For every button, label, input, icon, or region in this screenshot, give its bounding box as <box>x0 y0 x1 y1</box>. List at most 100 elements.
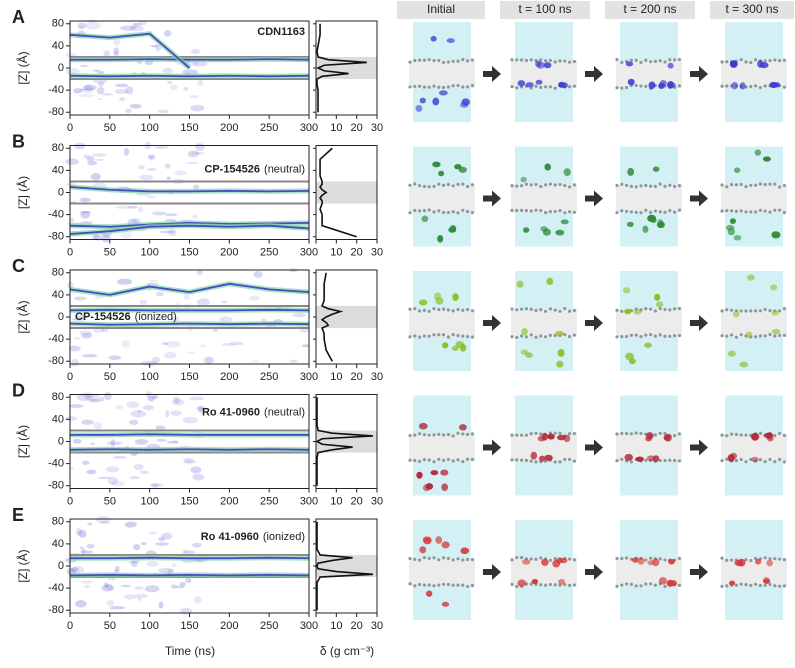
lipid-head <box>677 208 682 212</box>
arrow <box>690 66 708 82</box>
lipid-head <box>572 558 577 562</box>
lipid-head <box>754 84 758 88</box>
lipid-head <box>418 459 422 463</box>
molecule <box>435 296 444 305</box>
lipid-head <box>568 85 572 89</box>
density-cloud <box>164 163 171 169</box>
density-cloud <box>126 401 140 409</box>
lipid-head <box>510 558 514 562</box>
lipid-head <box>432 556 436 560</box>
lipid-head <box>408 556 412 561</box>
lipid-head <box>768 557 772 561</box>
density-cloud <box>109 606 126 610</box>
lipid-head <box>413 307 417 311</box>
x-tick-label: 300 <box>300 122 318 134</box>
density-tick-label: 10 <box>330 122 342 134</box>
lipid-head <box>451 184 455 188</box>
lipid-head <box>553 183 557 187</box>
lipid-head <box>782 211 787 215</box>
lipid-head <box>744 558 748 562</box>
y-tick-label: -40 <box>48 333 64 345</box>
molecule <box>625 61 634 67</box>
arrow <box>585 439 603 456</box>
lipid-head <box>739 209 743 213</box>
density-cloud <box>84 394 100 401</box>
lipid-head <box>773 208 777 212</box>
lipid-head <box>418 432 422 436</box>
lipid-head <box>446 582 450 587</box>
density-cloud <box>115 205 131 209</box>
lipid-head <box>673 458 677 463</box>
lipid-head <box>422 209 426 213</box>
density-cloud <box>164 30 172 37</box>
lipid-head <box>653 209 658 213</box>
lipid-head <box>663 584 667 588</box>
lipid-head <box>432 210 436 214</box>
lipid-head <box>534 84 538 88</box>
lipid-head <box>677 84 682 88</box>
lipid-head <box>456 59 460 63</box>
lipid-head <box>572 59 577 64</box>
molecule <box>459 424 467 431</box>
lipid-head <box>773 58 777 62</box>
lipid-head <box>620 335 624 339</box>
lipid-head <box>510 582 514 586</box>
arrow <box>585 564 603 580</box>
lipid-head <box>418 184 422 188</box>
x-tick-label: 250 <box>260 122 278 134</box>
lipid-head <box>529 582 533 586</box>
density-cloud <box>97 97 104 101</box>
x-tick-label: 300 <box>300 246 318 258</box>
lipid-head <box>639 84 643 88</box>
density-cloud <box>73 296 87 301</box>
lipid-head <box>734 209 739 213</box>
lipid-head <box>658 458 662 463</box>
lipid-head <box>442 60 446 65</box>
density-tick-label: 10 <box>330 620 342 632</box>
trace <box>69 224 310 235</box>
lipid-head <box>510 433 514 437</box>
lipid-head <box>615 183 619 188</box>
y-tick-label: 80 <box>52 267 64 279</box>
molecule <box>732 310 740 318</box>
lipid-head <box>442 556 446 560</box>
compound-name: Ro 41-0960 <box>202 407 260 419</box>
density-cloud <box>195 143 205 151</box>
density-cloud <box>197 79 204 86</box>
molecule <box>666 579 674 587</box>
lipid-head <box>451 558 455 562</box>
lipid-head <box>437 558 441 562</box>
density-cloud <box>167 228 177 236</box>
lipid-head <box>427 185 431 189</box>
density-cloud <box>96 70 105 74</box>
density-cloud <box>79 211 92 214</box>
arrow <box>483 190 501 207</box>
panel-label: A <box>12 7 25 27</box>
molecule <box>535 79 543 85</box>
molecule <box>442 342 449 349</box>
molecule <box>530 451 538 460</box>
density-cloud <box>103 50 111 57</box>
arrow <box>585 190 603 207</box>
lipid-head <box>778 58 782 63</box>
x-tick-label: 250 <box>260 371 278 383</box>
lipid-head <box>754 210 758 214</box>
density-tick-label: 30 <box>371 495 383 507</box>
molecule <box>523 227 530 233</box>
lipid-head <box>739 433 743 437</box>
density-cloud <box>118 97 126 102</box>
lipid-head <box>427 208 431 212</box>
x-tick-label: 0 <box>67 246 73 258</box>
density-curve <box>315 397 373 486</box>
density-cloud <box>141 360 157 366</box>
lipid-head <box>625 85 629 90</box>
lipid-head <box>466 184 470 189</box>
arrow <box>483 66 501 82</box>
lipid-head <box>778 185 782 189</box>
x-tick-label: 150 <box>180 122 198 134</box>
density-cloud <box>183 292 190 301</box>
molecule <box>419 546 427 554</box>
x-tick-label: 200 <box>220 371 238 383</box>
molecule <box>446 38 455 44</box>
lipid-head <box>663 60 667 64</box>
